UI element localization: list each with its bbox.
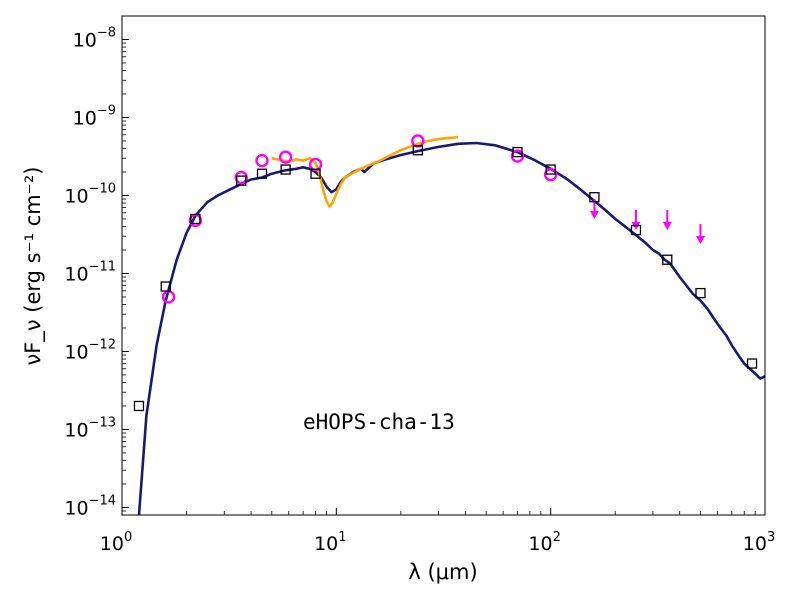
source-label: eHOPS-cha-13	[303, 410, 455, 434]
model-photometry-point	[545, 164, 556, 175]
observed-photometry-point	[234, 170, 248, 185]
irs-spectrum-line	[271, 135, 459, 208]
observed-photometry-point	[543, 167, 558, 182]
model-photometry-point	[630, 224, 642, 236]
x-tick-label: 101	[314, 530, 346, 555]
observed-photometry-point	[510, 149, 525, 163]
x-tick-label: 103	[743, 530, 775, 555]
observed-photometry-point	[308, 157, 323, 172]
x-tick-label: 102	[528, 530, 560, 555]
x-axis: 100 101 102 103	[100, 508, 775, 555]
plot-area	[133, 134, 765, 515]
y-axis: 10−14 10−13 10−12 10−11 10−10 10−9 10−8	[64, 15, 129, 519]
model-sed-line	[137, 141, 765, 515]
plot-frame	[121, 15, 766, 516]
model-photometry-point	[746, 358, 758, 369]
model-photometry-point	[662, 254, 673, 265]
model-photometry-point	[236, 175, 247, 186]
y-tick-label: 10−9	[73, 103, 116, 129]
model-photometry-point	[512, 146, 523, 158]
y-tick-label: 10−13	[64, 415, 116, 441]
y-axis-title: νF_ν (erg s⁻¹ cm⁻²)	[21, 167, 46, 366]
upper-limit-arrow	[662, 210, 672, 231]
upper-limit-arrow	[695, 224, 705, 245]
x-axis-title: λ (μm)	[408, 560, 477, 584]
x-tick-label: 100	[100, 530, 132, 555]
y-tick-label: 10−11	[64, 259, 116, 285]
model-photometry-point	[256, 168, 268, 179]
model-photometry-point	[589, 192, 600, 203]
observed-photometry-point	[411, 134, 425, 148]
observed-photometry-point	[278, 150, 293, 164]
model-photometry-point	[160, 281, 171, 292]
y-tick-label: 10−8	[73, 25, 116, 51]
y-tick-label: 10−10	[64, 181, 116, 207]
y-tick-label: 10−12	[64, 337, 116, 363]
model-photometry-point	[190, 213, 201, 225]
model-photometry-point	[412, 145, 423, 156]
model-photometry-point	[695, 287, 706, 299]
model-photometry-point	[133, 400, 145, 412]
y-tick-label: 10−14	[64, 493, 116, 519]
model-photometry-point	[280, 164, 291, 175]
model-photometry-point	[310, 168, 321, 179]
observed-photometry-point	[255, 153, 269, 168]
